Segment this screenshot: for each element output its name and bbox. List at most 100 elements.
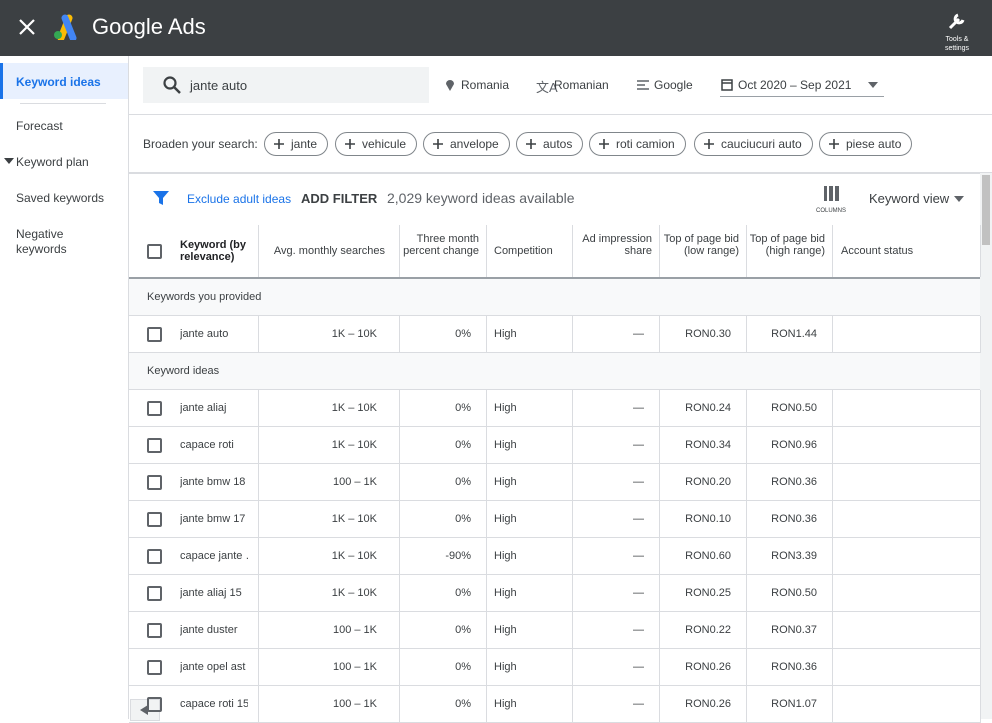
cell: 0% bbox=[455, 698, 471, 710]
broaden-chip[interactable]: autos bbox=[516, 132, 584, 156]
checkbox[interactable] bbox=[147, 438, 162, 453]
col-line bbox=[832, 427, 833, 464]
scrollbar[interactable] bbox=[980, 173, 992, 719]
column-header[interactable]: Ad impression share bbox=[582, 233, 652, 257]
exclude-adult[interactable]: Exclude adult ideas bbox=[187, 192, 292, 206]
nav-item[interactable]: Keyword plan bbox=[16, 155, 89, 169]
row-line bbox=[129, 352, 980, 353]
tools-label[interactable]: Tools & settings bbox=[944, 36, 970, 52]
close-button[interactable] bbox=[18, 18, 36, 36]
cell: High bbox=[494, 698, 517, 710]
checkbox[interactable] bbox=[147, 623, 162, 638]
col-line bbox=[572, 686, 573, 723]
checkbox[interactable] bbox=[147, 512, 162, 527]
cell: — bbox=[633, 513, 644, 525]
col-line bbox=[659, 538, 660, 575]
row-line bbox=[129, 537, 980, 538]
cell: 1K – 10K bbox=[331, 550, 377, 562]
column-header[interactable]: Three month percent change bbox=[403, 233, 479, 257]
cell: — bbox=[633, 587, 644, 599]
col-line bbox=[659, 686, 660, 723]
col-line bbox=[980, 649, 981, 686]
cell: High bbox=[494, 402, 517, 414]
col-line bbox=[572, 390, 573, 427]
search-box[interactable]: jante auto bbox=[143, 67, 429, 103]
broaden-label: Broaden your search: bbox=[143, 137, 258, 151]
column-header[interactable]: Top of page bid (high range) bbox=[749, 233, 825, 257]
col-line bbox=[832, 464, 833, 501]
checkbox[interactable] bbox=[147, 549, 162, 564]
broaden-chip[interactable]: cauciucuri auto bbox=[694, 132, 813, 156]
checkbox[interactable] bbox=[147, 660, 162, 675]
add-filter[interactable]: ADD FILTER bbox=[301, 191, 378, 206]
column-header[interactable]: Keyword (by relevance) bbox=[180, 239, 247, 263]
column-header[interactable]: Competition bbox=[494, 245, 553, 257]
nav-item[interactable]: Keyword ideas bbox=[16, 75, 101, 89]
col-line bbox=[980, 538, 981, 575]
cell: High bbox=[494, 661, 517, 673]
broaden-chip[interactable]: piese auto bbox=[819, 132, 913, 156]
language[interactable]: Romanian bbox=[554, 78, 609, 92]
col-line bbox=[746, 686, 747, 723]
header-border bbox=[129, 277, 980, 279]
location[interactable]: Romania bbox=[461, 78, 510, 92]
broaden-chip[interactable]: jante bbox=[264, 132, 329, 156]
cell: jante opel ast bbox=[180, 661, 246, 673]
column-header[interactable]: Top of page bid (low range) bbox=[663, 233, 739, 257]
col-line bbox=[258, 225, 259, 277]
broaden-chip[interactable]: anvelope bbox=[423, 132, 510, 156]
network[interactable]: Google bbox=[654, 78, 693, 92]
date-range[interactable]: Oct 2020 – Sep 2021 bbox=[738, 78, 852, 92]
col-line bbox=[980, 390, 981, 427]
col-line bbox=[832, 538, 833, 575]
col-line bbox=[486, 612, 487, 649]
cell: jante bmw 18 bbox=[180, 476, 246, 488]
column-header[interactable]: Avg. monthly searches bbox=[273, 245, 385, 257]
col-line bbox=[399, 612, 400, 649]
language-icon: 文A bbox=[536, 80, 558, 95]
col-line bbox=[572, 575, 573, 612]
checkbox[interactable] bbox=[147, 244, 162, 259]
section-title: Keywords you provided bbox=[147, 291, 262, 303]
cell: RON3.39 bbox=[771, 550, 817, 562]
nav-item[interactable]: Forecast bbox=[16, 119, 63, 133]
col-line bbox=[258, 501, 259, 538]
checkbox[interactable] bbox=[147, 697, 162, 712]
search-query[interactable]: jante auto bbox=[190, 78, 248, 93]
col-line bbox=[572, 649, 573, 686]
cell: — bbox=[633, 624, 644, 636]
col-line bbox=[486, 427, 487, 464]
view-select[interactable]: Keyword view bbox=[869, 191, 950, 206]
cell: jante duster bbox=[180, 624, 238, 636]
columns-icon[interactable] bbox=[824, 186, 842, 201]
broaden-chip[interactable]: vehicule bbox=[335, 132, 418, 156]
col-line bbox=[832, 316, 833, 353]
col-line bbox=[258, 390, 259, 427]
col-line bbox=[746, 612, 747, 649]
nav-item[interactable]: Negative keywords bbox=[16, 227, 67, 256]
cell: 1K – 10K bbox=[331, 439, 377, 451]
filter-icon[interactable] bbox=[153, 190, 169, 206]
expand-icon[interactable] bbox=[4, 157, 14, 165]
column-header[interactable]: Account status bbox=[841, 245, 914, 257]
col-line bbox=[399, 390, 400, 427]
cell: RON0.24 bbox=[685, 402, 731, 414]
dropdown-icon[interactable] bbox=[954, 196, 964, 202]
cell: 100 – 1K bbox=[332, 698, 377, 710]
tools-icon[interactable] bbox=[947, 11, 967, 31]
checkbox[interactable] bbox=[147, 475, 162, 490]
broaden-chip[interactable]: roti camion bbox=[589, 132, 686, 156]
col-line bbox=[572, 464, 573, 501]
checkbox[interactable] bbox=[147, 401, 162, 416]
col-line bbox=[399, 686, 400, 723]
row-line bbox=[129, 426, 980, 427]
checkbox[interactable] bbox=[147, 586, 162, 601]
row-line bbox=[129, 315, 980, 316]
cell: 0% bbox=[455, 661, 471, 673]
section-band bbox=[129, 353, 980, 389]
checkbox[interactable] bbox=[147, 327, 162, 342]
dropdown-icon[interactable] bbox=[868, 82, 878, 88]
nav-item[interactable]: Saved keywords bbox=[16, 191, 105, 205]
cell: — bbox=[633, 439, 644, 451]
columns-label[interactable]: COLUMNS bbox=[816, 208, 847, 214]
